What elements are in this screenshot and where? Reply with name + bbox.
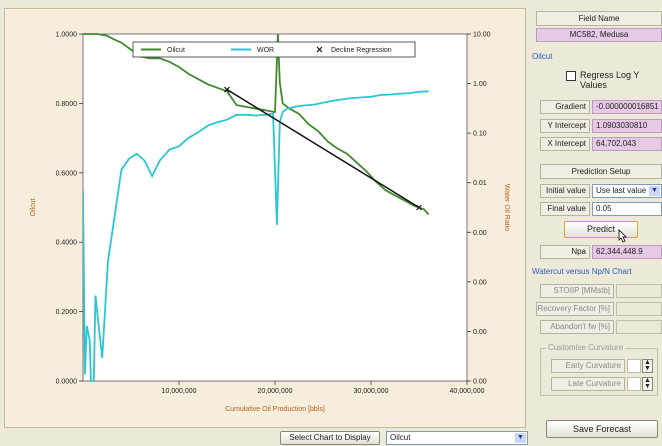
gradient-value: -0.000000016851 (592, 100, 662, 114)
npa-value: 62,344,448.9 (592, 245, 662, 259)
y-tick-label: 1.0000 (56, 32, 78, 39)
y-axis-label: Oilcut (30, 199, 37, 217)
chart-panel: 0.0000 0.2000 0.4000 0.6000 0.8000 1.0000 10,0… (4, 8, 526, 428)
initial-value-select[interactable]: Use last value ▼ (592, 184, 662, 198)
x-intercept-label: X Intercept (540, 137, 590, 151)
late-curvature-spinner[interactable]: ▲ ▼ (642, 377, 653, 391)
cursor-icon (616, 229, 628, 243)
legend-label: Decline Regression (331, 47, 392, 54)
save-forecast-label: Save Forecast (573, 424, 631, 434)
final-value-label: Final value (540, 202, 590, 216)
customise-curvature-group: Customise Curvature Early Curvature ▲ ▼ L… (540, 348, 658, 396)
y2-tick-label: 0.00 (473, 230, 487, 237)
initial-value-selected: Use last value (596, 186, 646, 195)
y-intercept-label: Y Intercept (540, 119, 590, 133)
save-forecast-button[interactable]: Save Forecast (546, 420, 658, 438)
chart-select-value: Oilcut (390, 433, 410, 442)
x-tick-label: 30,000,000 (353, 388, 388, 395)
late-curvature-label: Late Curvature (551, 377, 625, 391)
predict-button-label: Predict (587, 224, 615, 234)
x-tick-label: 20,000,000 (257, 388, 292, 395)
y-tick-label: 0.4000 (56, 240, 78, 247)
initial-value-label: Initial value (540, 184, 590, 198)
y-tick-label: 0.0000 (56, 379, 78, 386)
y-tick-label: 0.8000 (56, 101, 78, 108)
y2-tick-label: 0.00 (473, 329, 487, 336)
select-chart-label: Select Chart to Display (280, 431, 380, 445)
final-value-input[interactable]: 0.05 (592, 202, 662, 216)
y2-tick-label: 0.00 (473, 379, 487, 386)
y-tick-label: 0.2000 (56, 309, 78, 316)
chart-select[interactable]: Oilcut ▼ (386, 431, 528, 445)
abandon-fw-label: Abandon't fw [%] (540, 320, 614, 334)
regress-log-checkbox[interactable] (566, 71, 576, 81)
abandon-fw-input[interactable] (616, 320, 662, 334)
recovery-factor-input[interactable] (616, 302, 662, 316)
chevron-down-icon: ▼ (649, 186, 660, 196)
plot-area (83, 34, 467, 381)
npa-label: Npa (540, 245, 590, 259)
sidebar: Field Name MC582, Medusa Oilcut Regress … (532, 8, 662, 446)
early-curvature-spinner[interactable]: ▲ ▼ (642, 359, 653, 373)
y2-tick-label: 0.10 (473, 131, 487, 138)
y-tick-label: 0.6000 (56, 170, 78, 177)
gradient-label: Gradient (540, 100, 590, 114)
customise-curvature-legend: Customise Curvature (546, 343, 625, 352)
legend-label: WOR (257, 47, 274, 54)
early-curvature-input[interactable] (627, 359, 641, 373)
watercut-section-title: Watercut versus Np/N Chart (532, 267, 632, 276)
stoiip-input[interactable] (616, 284, 662, 298)
y2-tick-label: 0.01 (473, 180, 487, 187)
y2-axis-label: Water Oil Ratio (503, 184, 510, 231)
regress-log-label: Regress Log Y Values (580, 70, 662, 90)
x-tick-label: 40,000,000 (449, 388, 484, 395)
early-curvature-label: Early Curvature (551, 359, 625, 373)
prediction-setup-label: Prediction Setup (540, 164, 662, 179)
recovery-factor-label: Recovery Factor [%] (536, 302, 614, 316)
oilcut-chart: 0.0000 0.2000 0.4000 0.6000 0.8000 1.0000 10,0… (5, 9, 527, 429)
x-axis-label: Cumulative Oil Production [bbls] (225, 406, 325, 413)
x-intercept-value: 64,702,043 (592, 137, 662, 151)
bottom-bar: Select Chart to Display Oilcut ▼ (0, 428, 530, 446)
y-intercept-value: 1.0903030810 (592, 119, 662, 133)
chevron-down-icon: ▼ (515, 433, 526, 443)
stoiip-label: STOIIP [MMstb] (540, 284, 614, 298)
x-tick-label: 10,000,000 (161, 388, 196, 395)
legend-label: Oilcut (167, 47, 185, 54)
field-name-value: MC582, Medusa (536, 28, 662, 42)
y2-tick-label: 0.00 (473, 279, 487, 286)
late-curvature-input[interactable] (627, 377, 641, 391)
y2-tick-label: 1.00 (473, 81, 487, 88)
field-name-label: Field Name (536, 11, 662, 26)
oilcut-section-title: Oilcut (532, 52, 552, 61)
y2-tick-label: 10.00 (473, 32, 491, 39)
